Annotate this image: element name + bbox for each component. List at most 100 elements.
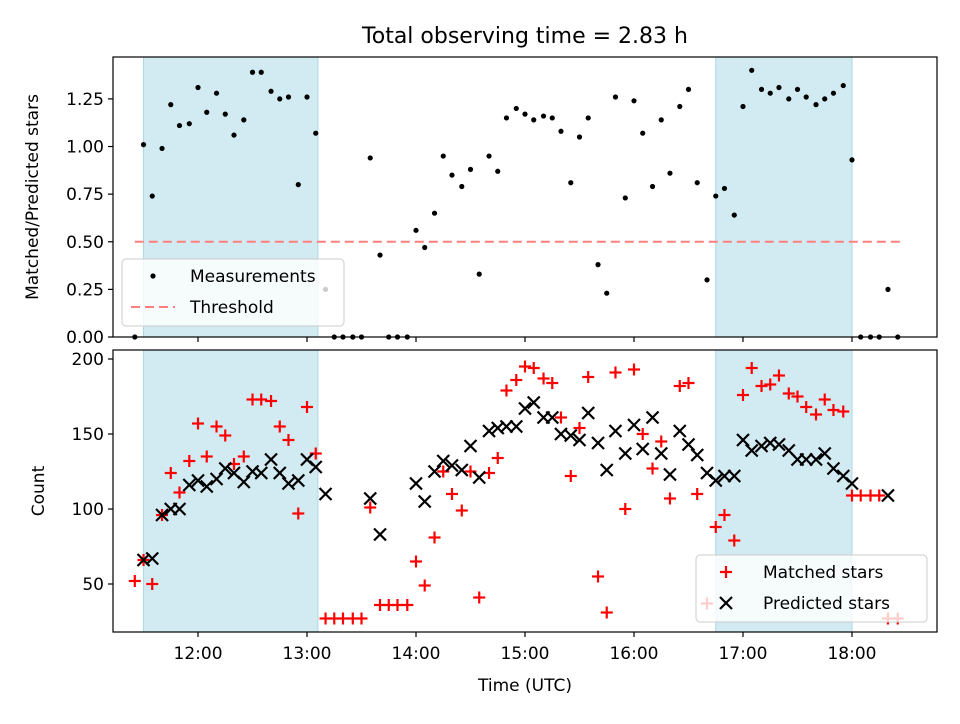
measurement-point [721, 185, 728, 192]
predicted-star-point [373, 527, 387, 542]
matched-star-point [200, 450, 213, 463]
predicted-star-point [645, 410, 660, 425]
measurement-point [767, 90, 773, 96]
measurement-point [631, 98, 637, 104]
matched-star-point [636, 428, 649, 440]
predicted-star-point [445, 458, 459, 473]
measurement-point [558, 128, 564, 134]
measurement-point [667, 170, 673, 176]
measurement-point [413, 227, 419, 233]
matched-star-point [592, 570, 605, 583]
predicted-star-point [455, 463, 469, 477]
measurement-point [213, 90, 220, 96]
matched-star-point [736, 389, 749, 401]
measurement-point [576, 134, 583, 140]
measurement-point [222, 111, 228, 117]
x-tick-label: 12:00 [174, 644, 223, 664]
predicted-star-point [717, 469, 732, 483]
measurement-point [849, 157, 855, 163]
measurement-point [277, 96, 283, 102]
bottom-y-tick-label: 100 [72, 500, 104, 520]
measurement-point [522, 111, 528, 117]
predicted-star-point [209, 472, 224, 486]
bottom-yticks: 50 100 150 200 [72, 350, 113, 595]
matched-star-point [619, 503, 632, 515]
measurement-point [549, 115, 555, 121]
matched-star-point [537, 372, 550, 385]
predicted-star-point [482, 424, 496, 438]
bottom-panel: 50 100 150 200 12:00 13:00 14:00 15:00 16:00 17:… [29, 349, 938, 696]
measurement-point [231, 132, 237, 138]
matched-star-point [301, 401, 314, 413]
top-y-tick-label: 1.25 [66, 90, 104, 110]
matched-star-point [418, 579, 431, 592]
predicted-star-point [545, 410, 560, 425]
x-tick-label: 17:00 [718, 644, 767, 664]
x-axis-label: Time (UTC) [477, 676, 572, 696]
x-tick-label: 16:00 [609, 644, 658, 664]
measurement-point [431, 210, 438, 216]
matched-star-point [755, 380, 768, 392]
predicted-star-point [572, 433, 587, 447]
measurement-point [495, 168, 501, 174]
matched-star-point [646, 462, 659, 475]
legend-marker-matched [720, 566, 732, 578]
measurement-point [713, 193, 719, 199]
matched-star-point [655, 435, 668, 448]
matched-star-point [491, 452, 504, 464]
measurement-point [503, 115, 510, 121]
predicted-star-point [218, 461, 233, 476]
predicted-star-point [472, 470, 487, 485]
measurement-point [677, 103, 683, 110]
measurement-point [268, 88, 274, 94]
matched-star-point [192, 417, 205, 430]
predicted-star-point [145, 551, 160, 566]
matched-star-point [873, 489, 886, 502]
matched-star-point [146, 578, 159, 590]
matched-star-point [728, 534, 741, 547]
matched-star-point [510, 374, 523, 386]
predicted-star-point [409, 476, 423, 491]
matched-star-point [519, 360, 531, 373]
measurement-point [422, 244, 428, 251]
matched-star-point [401, 599, 414, 611]
matched-star-point [428, 531, 441, 544]
predicted-star-point [463, 439, 478, 453]
matched-star-point [691, 488, 704, 500]
measurement-point [367, 155, 373, 161]
matched-star-point [818, 393, 831, 406]
measurement-point [813, 102, 819, 108]
measurement-point [304, 94, 310, 100]
measurement-point [440, 153, 446, 159]
predicted-star-point [281, 476, 296, 491]
measurement-point [749, 67, 755, 73]
measurement-point [640, 130, 646, 136]
predicted-star-point [509, 419, 524, 434]
top-y-axis-label: Matched/Predicted stars [23, 94, 43, 300]
measurement-point [531, 117, 537, 123]
matched-star-point [609, 366, 622, 379]
matched-star-point [582, 371, 595, 383]
predicted-star-point [182, 478, 197, 492]
matched-star-point [682, 377, 695, 389]
measurement-point [830, 90, 837, 96]
top-y-tick-label: 0.00 [66, 328, 104, 348]
measurement-point [313, 130, 319, 136]
predicted-star-point [264, 452, 278, 467]
bottom-legend: Matched stars Predicted stars [695, 554, 928, 623]
matched-star-point [210, 420, 223, 433]
matched-star-point [546, 377, 559, 389]
predicted-star-point [591, 436, 605, 450]
x-tick-label: 14:00 [392, 644, 441, 664]
measurement-point [731, 212, 737, 218]
predicted-star-point [563, 428, 578, 443]
predicted-star-point [826, 461, 841, 476]
measurement-point [704, 277, 710, 283]
predicted-star-point [672, 424, 687, 438]
measurement-point [568, 180, 574, 186]
predicted-star-point [681, 437, 696, 452]
measurement-point [740, 103, 746, 110]
legend-label-predicted: Predicted stars [763, 594, 890, 614]
matched-star-point [173, 486, 186, 499]
top-legend: Measurements Threshold [121, 258, 345, 327]
